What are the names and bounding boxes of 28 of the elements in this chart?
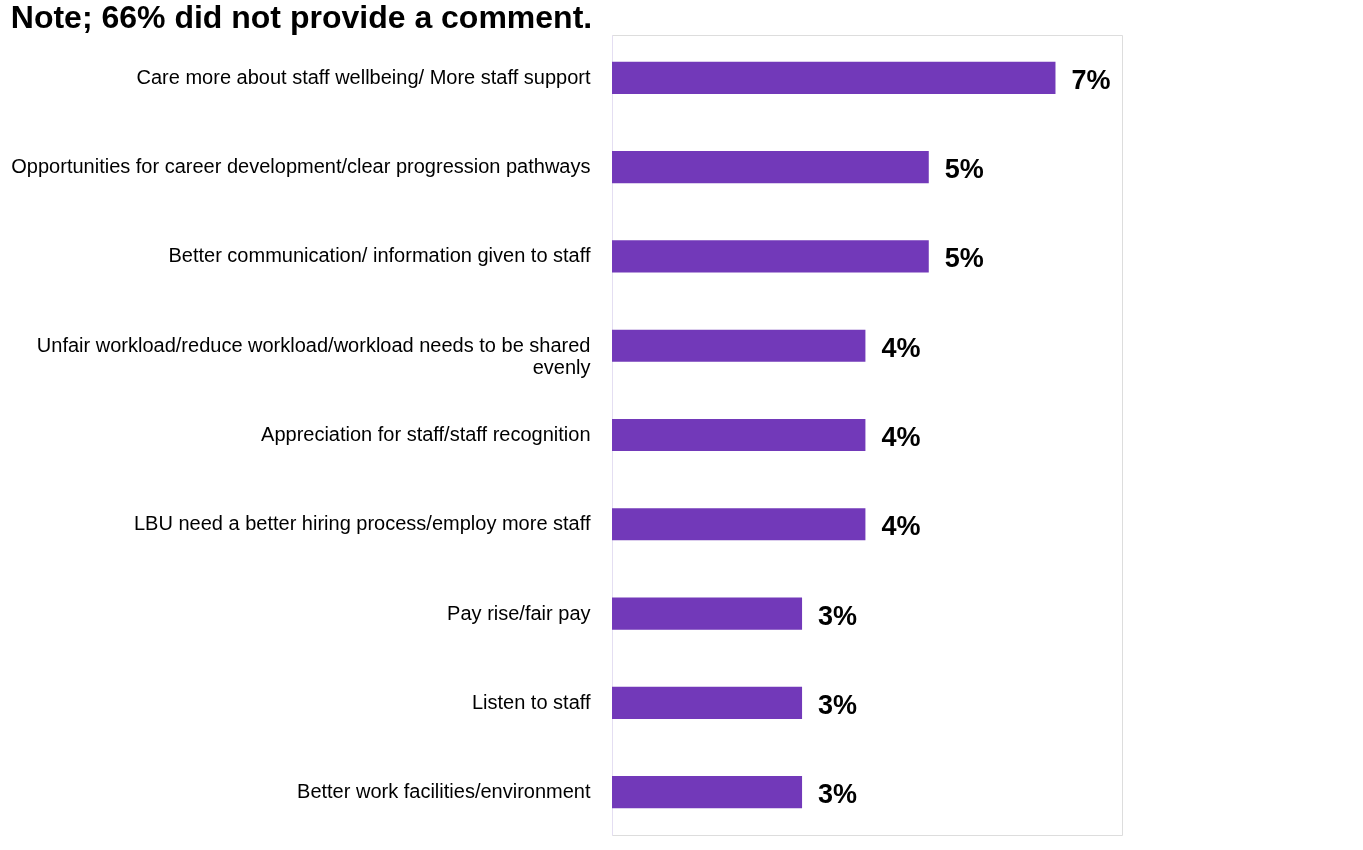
bar	[612, 686, 803, 719]
data-label: 4%	[881, 511, 921, 542]
data-label: 3%	[818, 689, 858, 720]
y-tick-label: Pay rise/fair pay	[447, 601, 591, 624]
data-label: 7%	[1071, 64, 1111, 95]
data-label: 3%	[818, 779, 858, 810]
bar	[612, 329, 866, 362]
y-tick-label: Care more about staff wellbeing/ More staff support	[136, 65, 591, 88]
data-label: 3%	[818, 600, 858, 631]
bar	[612, 240, 929, 273]
data-label: 5%	[944, 154, 984, 185]
bar	[612, 418, 866, 452]
text: Note; 66% did not provide a comment.	[10, 0, 593, 35]
y-tick-label: Appreciation for staff/staff recognition	[261, 423, 591, 445]
y-tick-label: Better communication/ information given to staff	[168, 244, 591, 267]
bar	[612, 61, 1056, 94]
data-label: 5%	[944, 243, 984, 274]
bar	[612, 597, 803, 630]
data-label: 4%	[881, 332, 921, 363]
y-tick-label: Listen to staff	[471, 690, 591, 713]
bar	[612, 508, 866, 541]
bar	[612, 151, 929, 184]
y-tick-label: LBU need a better hiring process/employ more staff	[133, 512, 591, 535]
data-label: 4%	[881, 422, 921, 452]
y-tick-label: Unfair workload/reduce workload/workload needs to be shared evenly	[36, 333, 591, 378]
bar	[612, 776, 803, 809]
y-tick-label: Opportunities for career development/clear progression pathways	[11, 155, 591, 178]
y-tick-label: Better work facilities/environment	[297, 780, 591, 803]
